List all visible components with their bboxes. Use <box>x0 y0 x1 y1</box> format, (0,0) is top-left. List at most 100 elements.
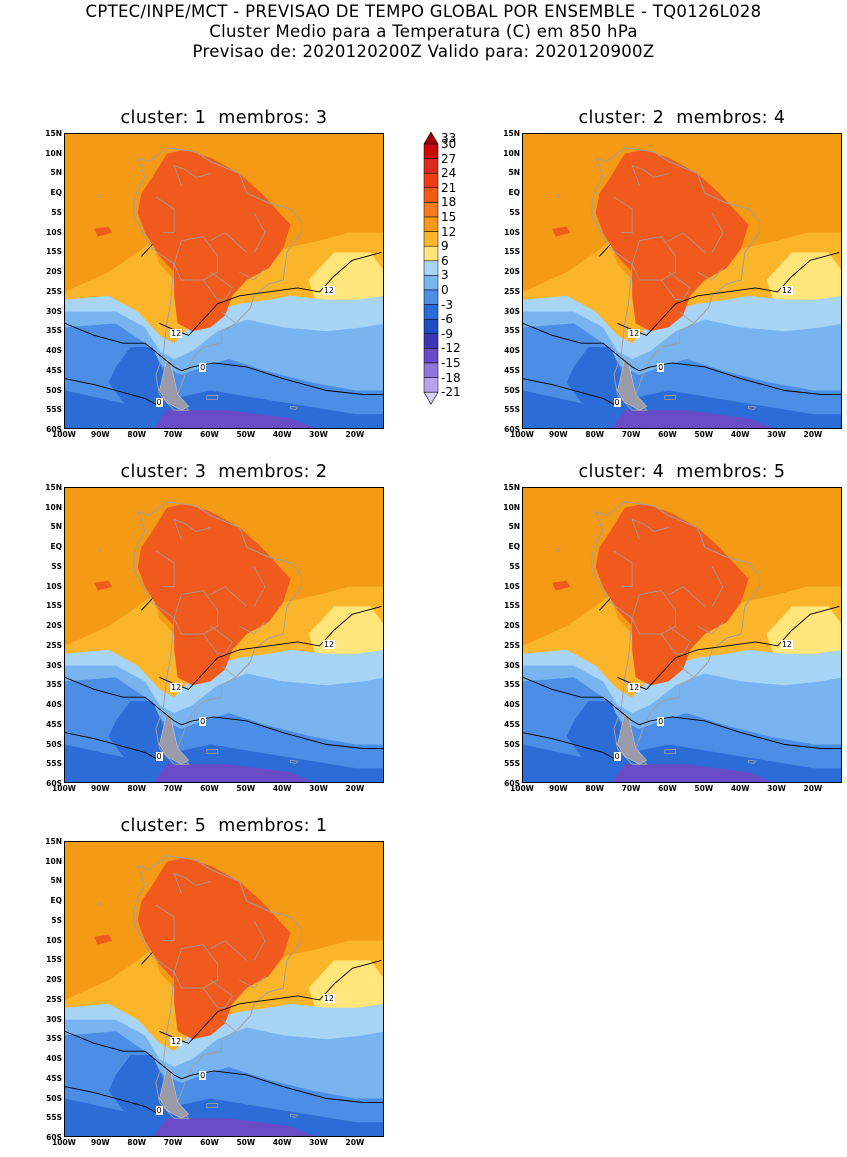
isotherm-contour <box>523 378 618 407</box>
temperature-band <box>94 226 113 237</box>
country-border <box>210 586 248 607</box>
temperature-band <box>65 390 383 428</box>
country-border <box>613 196 633 234</box>
lon-tick-label: 30W <box>309 784 328 793</box>
lat-tick-label: 5N <box>50 522 63 532</box>
legend-swatch <box>423 231 439 247</box>
lon-tick-label: 90W <box>549 784 568 793</box>
country-border <box>239 975 266 989</box>
legend-label: -9 <box>441 326 453 341</box>
lat-tick-label: 30S <box>46 1014 62 1024</box>
country-border <box>155 550 175 588</box>
lat-tick-label: 10N <box>45 148 62 158</box>
contour-label: 12 <box>170 329 183 339</box>
patagonia-terrain <box>617 712 648 765</box>
isotherm-contour <box>523 732 618 761</box>
lon-tick-label: 80W <box>127 784 147 793</box>
isotherm-contour <box>599 598 611 611</box>
lat-tick-label: 30S <box>46 306 62 316</box>
country-border <box>631 590 677 635</box>
panel-cluster-4: cluster: 4 membros: 5 15N 10N 5N EQ 5S 10S 15S 2… <box>458 462 847 802</box>
lat-tick-label: 25S <box>46 640 62 650</box>
island-outline <box>290 405 299 410</box>
lat-tick-label: 60S <box>504 425 520 434</box>
lat-tick-label: 5S <box>51 915 62 925</box>
lat-tick-label: 5N <box>508 168 521 178</box>
panel-cluster-5: cluster: 5 membros: 1 15N 10N 5N EQ 5S 10S 15S 2… <box>0 816 400 1156</box>
lat-tick-label: 20S <box>46 267 62 277</box>
legend-label: 24 <box>441 166 457 181</box>
panel-cluster-3: cluster: 3 membros: 2 15N 10N 5N EQ 5S 10S 15S 2… <box>0 462 400 802</box>
country-border <box>173 590 219 635</box>
lat-tick-label: 40S <box>504 700 520 710</box>
isotherm-contour <box>159 605 382 690</box>
island-outline <box>290 759 299 764</box>
temperature-band <box>94 934 113 945</box>
temperature-band <box>552 580 571 591</box>
lon-tick-label: 40W <box>730 784 750 793</box>
country-border <box>221 311 237 332</box>
isotherm-contour <box>617 605 840 690</box>
legend-swatch <box>423 362 439 378</box>
lat-tick-label: 50S <box>46 1093 62 1103</box>
map-svg <box>523 134 841 428</box>
lat-tick-label: EQ <box>50 542 63 552</box>
contour-label: 12 <box>628 683 641 693</box>
country-border <box>668 586 706 607</box>
isotherm-contour <box>65 676 383 749</box>
lat-tick-label: 45S <box>504 719 520 729</box>
temperature-band <box>523 744 841 782</box>
lat-tick-label: EQ <box>508 188 521 198</box>
island-outline <box>748 405 757 410</box>
legend-swatch <box>423 260 439 276</box>
isotherm-contour <box>141 244 153 257</box>
lon-tick-label: 70W <box>163 784 183 793</box>
temperature-band <box>153 410 315 428</box>
legend-swatch <box>423 348 439 364</box>
lon-tick-label: 90W <box>549 430 568 439</box>
lon-tick-label: 80W <box>127 430 147 439</box>
legend-swatch <box>423 318 439 335</box>
legend-swatch <box>423 289 439 305</box>
lat-tick-label: 60S <box>46 425 62 434</box>
lat-tick-label: 15N <box>503 483 520 492</box>
panel-title: cluster: 5 membros: 1 <box>120 816 328 836</box>
isotherm-contour <box>159 251 382 336</box>
contour-label: 0 <box>155 398 163 408</box>
lon-tick-label: 20W <box>345 1138 365 1147</box>
map-svg <box>65 134 383 428</box>
contour-label: 0 <box>199 1070 207 1080</box>
legend-label: 18 <box>441 195 457 210</box>
lon-tick-label: 100W <box>52 784 76 793</box>
patagonia-terrain <box>159 712 190 765</box>
lon-tick-label: 40W <box>730 430 750 439</box>
lat-tick-label: 25S <box>504 640 520 650</box>
lon-tick-label: 70W <box>163 430 183 439</box>
lat-tick-label: 20S <box>504 267 520 277</box>
lat-tick-label: 25S <box>504 286 520 296</box>
country-border <box>173 518 211 540</box>
lat-tick-label: 25S <box>46 286 62 296</box>
lat-tick-label: 15S <box>46 601 62 611</box>
country-border <box>155 196 175 234</box>
lat-tick-label: 55S <box>46 759 62 769</box>
temperature-map: 12 12 0 0 <box>64 841 384 1137</box>
lat-tick-label: 5S <box>51 207 62 217</box>
temperature-map: 12 12 0 0 <box>522 133 842 429</box>
temperature-band <box>65 1098 383 1136</box>
lat-tick-label: 10S <box>46 227 62 237</box>
legend-label: 30 <box>441 137 457 151</box>
island-outline <box>206 1102 219 1109</box>
contour-label: 0 <box>613 398 621 408</box>
lat-tick-label: 50S <box>504 385 520 395</box>
legend-cap-top <box>423 132 439 145</box>
legend-label: 9 <box>441 239 449 254</box>
lon-tick-label: 80W <box>585 430 605 439</box>
contour-label: 0 <box>155 752 163 762</box>
lon-tick-label: 80W <box>127 1138 147 1147</box>
lon-tick-label: 50W <box>236 784 256 793</box>
contour-label: 12 <box>780 285 793 295</box>
lon-tick-label: 20W <box>803 430 823 439</box>
isotherm-contour <box>617 251 840 336</box>
contour-label: 0 <box>657 362 665 372</box>
